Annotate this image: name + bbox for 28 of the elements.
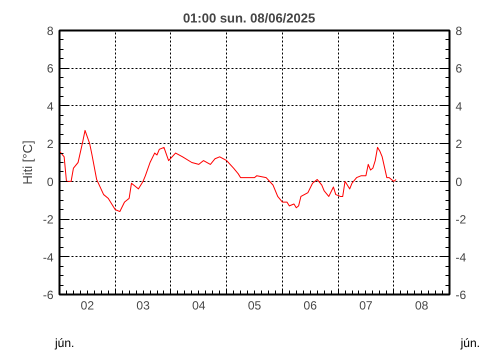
x-tick-label: 08 (414, 298, 429, 312)
x-tick-label: 03 (136, 298, 150, 312)
y-tick-label: -6 (42, 288, 54, 302)
chart-title: 01:00 sun. 08/06/2025 (182, 10, 316, 26)
y2-tick-label: -4 (456, 250, 466, 264)
line-series (60, 130, 397, 212)
y2-tick-label: 8 (456, 24, 462, 38)
y-tick-label: 6 (46, 62, 54, 76)
y-tick-label: -4 (42, 250, 54, 264)
x-tick-label: 06 (304, 298, 318, 312)
text: jún. (460, 335, 480, 352)
x-tick-label: 05 (248, 298, 262, 312)
x-tick-label: 04 (192, 298, 206, 312)
y2-tick-label: 4 (456, 99, 462, 114)
y2-tick-label: -6 (456, 288, 466, 302)
y-axis-title: Hiti [°C] (20, 140, 35, 185)
y-tick-label: 8 (46, 24, 54, 38)
y2-tick-label: -2 (456, 212, 466, 227)
y-tick-label: 0 (46, 174, 54, 189)
y2-tick-label: 0 (456, 174, 462, 189)
y2-tick-label: 6 (456, 62, 462, 76)
y-tick-label: -2 (42, 212, 54, 227)
y2-tick-label: 2 (456, 137, 462, 152)
text: jún. (55, 335, 74, 352)
y-tick-label: 4 (46, 99, 54, 114)
x-tick-label: 07 (359, 298, 373, 312)
y-tick-label: 2 (46, 137, 54, 152)
x-tick-label: 02 (80, 298, 94, 312)
